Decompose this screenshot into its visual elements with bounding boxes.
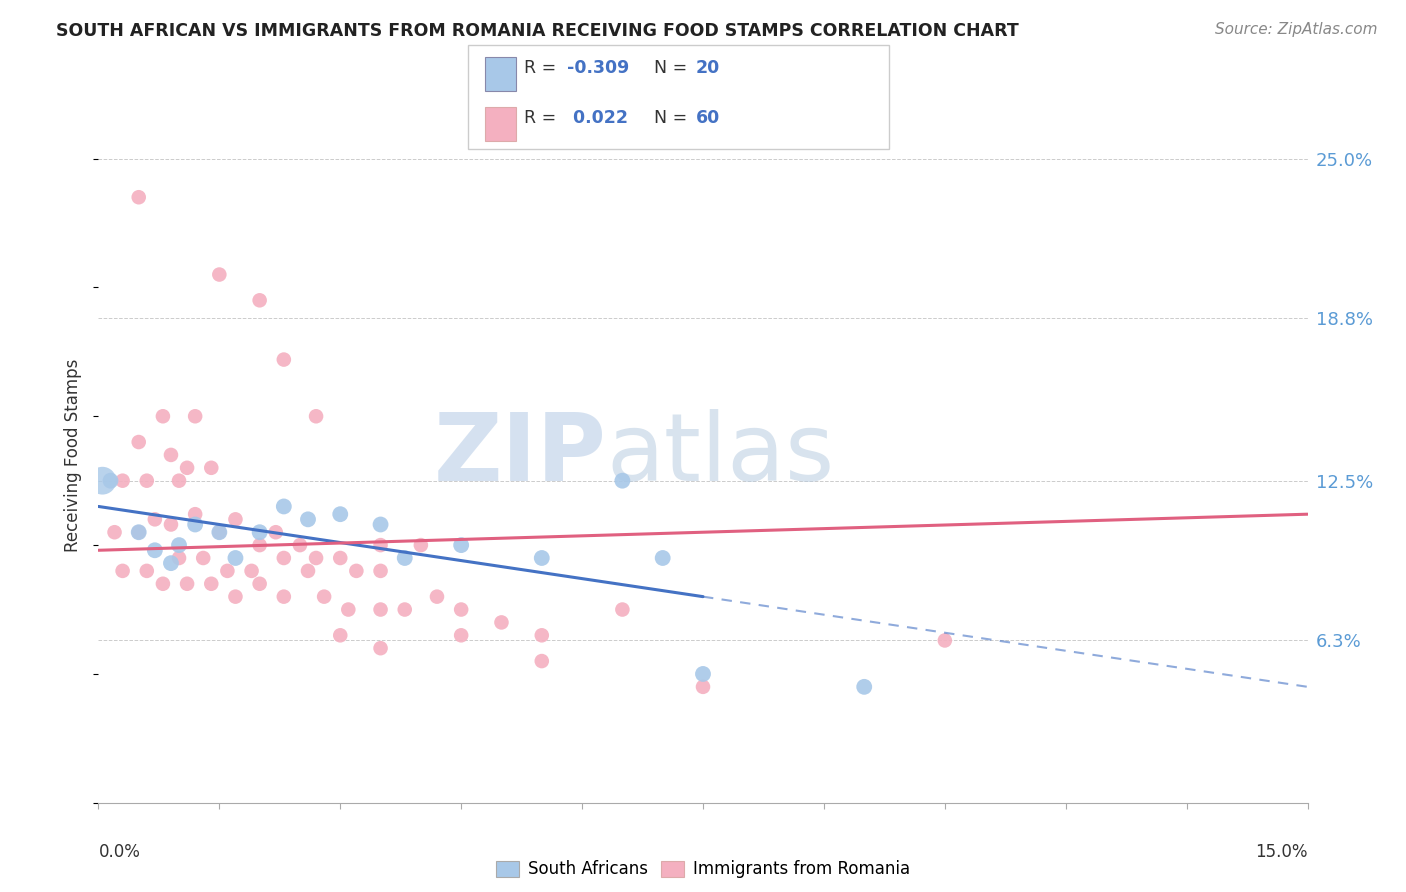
Point	[692, 667, 714, 681]
Point	[530, 628, 553, 642]
Point	[128, 435, 150, 450]
Text: 15.0%: 15.0%	[1256, 843, 1308, 861]
Text: 20: 20	[696, 59, 720, 77]
Point	[184, 507, 207, 521]
Point	[530, 551, 553, 566]
Point	[193, 551, 215, 566]
Text: 0.0%: 0.0%	[98, 843, 141, 861]
Point	[111, 564, 134, 578]
Text: Source: ZipAtlas.com: Source: ZipAtlas.com	[1215, 22, 1378, 37]
Point	[100, 474, 122, 488]
Point	[103, 525, 125, 540]
Point	[91, 474, 114, 488]
Point	[692, 680, 714, 694]
Point	[143, 543, 166, 558]
Text: atlas: atlas	[606, 409, 835, 501]
Point	[329, 551, 352, 566]
Text: SOUTH AFRICAN VS IMMIGRANTS FROM ROMANIA RECEIVING FOOD STAMPS CORRELATION CHART: SOUTH AFRICAN VS IMMIGRANTS FROM ROMANIA…	[56, 22, 1019, 40]
Point	[128, 525, 150, 540]
Point	[135, 474, 157, 488]
Point	[853, 680, 876, 694]
Text: -0.309: -0.309	[567, 59, 628, 77]
Point	[394, 551, 416, 566]
Point	[305, 551, 328, 566]
Point	[176, 460, 198, 475]
Legend: South Africans, Immigrants from Romania: South Africans, Immigrants from Romania	[489, 854, 917, 885]
Point	[208, 525, 231, 540]
Point	[152, 576, 174, 591]
Point	[111, 474, 134, 488]
Point	[167, 538, 190, 552]
Point	[329, 628, 352, 642]
Point	[249, 576, 271, 591]
Point	[184, 409, 207, 424]
Point	[128, 190, 150, 204]
Point	[450, 538, 472, 552]
Point	[450, 628, 472, 642]
Point	[273, 590, 295, 604]
Point	[273, 352, 295, 367]
Point	[450, 602, 472, 616]
Text: ZIP: ZIP	[433, 409, 606, 501]
Point	[240, 564, 263, 578]
Point	[249, 525, 271, 540]
Point	[337, 602, 360, 616]
Point	[249, 293, 271, 308]
Point	[200, 460, 222, 475]
Point	[297, 512, 319, 526]
Point	[409, 538, 432, 552]
Point	[370, 538, 392, 552]
Point	[612, 602, 634, 616]
Text: 60: 60	[696, 109, 720, 127]
Point	[370, 517, 392, 532]
Point	[530, 654, 553, 668]
Point	[370, 602, 392, 616]
Point	[208, 525, 231, 540]
Point	[217, 564, 239, 578]
Point	[273, 551, 295, 566]
Point	[370, 641, 392, 656]
Point	[612, 474, 634, 488]
Point	[491, 615, 513, 630]
Y-axis label: Receiving Food Stamps: Receiving Food Stamps	[65, 359, 83, 551]
Point	[394, 602, 416, 616]
Text: N =: N =	[654, 109, 693, 127]
Point	[208, 268, 231, 282]
Point	[934, 633, 956, 648]
Point	[167, 551, 190, 566]
Point	[160, 448, 183, 462]
Text: R =: R =	[524, 59, 562, 77]
Point	[370, 564, 392, 578]
Point	[184, 517, 207, 532]
Point	[305, 409, 328, 424]
Point	[128, 525, 150, 540]
Point	[200, 576, 222, 591]
Point	[160, 556, 183, 570]
Text: N =: N =	[654, 59, 693, 77]
Point	[249, 538, 271, 552]
Point	[264, 525, 287, 540]
Point	[176, 576, 198, 591]
Point	[288, 538, 311, 552]
Point	[297, 564, 319, 578]
Point	[426, 590, 449, 604]
Point	[167, 474, 190, 488]
Point	[135, 564, 157, 578]
Point	[344, 564, 367, 578]
Text: R =: R =	[524, 109, 562, 127]
Point	[329, 507, 352, 521]
Point	[152, 409, 174, 424]
Point	[314, 590, 336, 604]
Point	[224, 590, 246, 604]
Point	[143, 512, 166, 526]
Text: 0.022: 0.022	[567, 109, 627, 127]
Point	[224, 551, 246, 566]
Point	[651, 551, 673, 566]
Point	[273, 500, 295, 514]
Point	[224, 512, 246, 526]
Point	[160, 517, 183, 532]
